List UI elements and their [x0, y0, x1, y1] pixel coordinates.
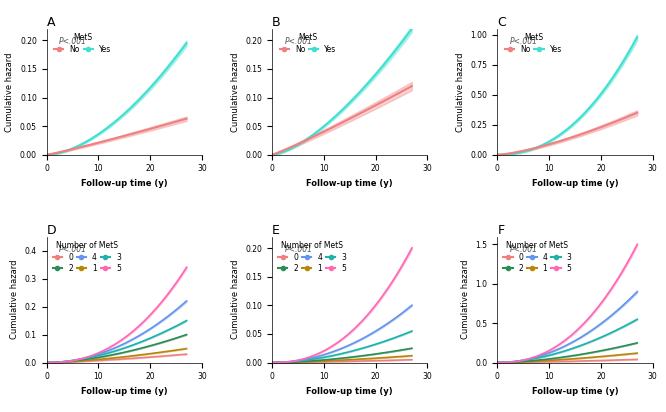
X-axis label: Follow-up time (y): Follow-up time (y): [531, 179, 618, 188]
Y-axis label: Cumulative hazard: Cumulative hazard: [230, 260, 240, 339]
Legend: No, Yes: No, Yes: [276, 30, 340, 57]
Text: A: A: [47, 16, 55, 29]
Text: P<.001: P<.001: [284, 37, 312, 46]
X-axis label: Follow-up time (y): Follow-up time (y): [531, 387, 618, 396]
Text: E: E: [272, 224, 280, 236]
Y-axis label: Cumulative hazard: Cumulative hazard: [230, 52, 240, 131]
X-axis label: Follow-up time (y): Follow-up time (y): [81, 179, 168, 188]
Y-axis label: Cumulative hazard: Cumulative hazard: [456, 52, 465, 131]
Text: B: B: [272, 16, 280, 29]
Text: P<.001: P<.001: [59, 245, 87, 254]
Text: P<.001: P<.001: [509, 245, 537, 254]
X-axis label: Follow-up time (y): Follow-up time (y): [306, 179, 393, 188]
Text: F: F: [498, 224, 504, 236]
Text: C: C: [498, 16, 506, 29]
Y-axis label: Cumulative hazard: Cumulative hazard: [5, 52, 15, 131]
Legend: 0, 2, 4, 1, 3, 5: 0, 2, 4, 1, 3, 5: [275, 238, 349, 276]
Text: P<.001: P<.001: [284, 245, 312, 254]
X-axis label: Follow-up time (y): Follow-up time (y): [81, 387, 168, 396]
X-axis label: Follow-up time (y): Follow-up time (y): [306, 387, 393, 396]
Legend: No, Yes: No, Yes: [51, 30, 115, 57]
Text: P<.001: P<.001: [509, 37, 537, 46]
Y-axis label: Cumulative hazard: Cumulative hazard: [10, 260, 19, 339]
Text: P<.001: P<.001: [59, 37, 87, 46]
Text: D: D: [47, 224, 56, 236]
Legend: 0, 2, 4, 1, 3, 5: 0, 2, 4, 1, 3, 5: [50, 238, 124, 276]
Legend: 0, 2, 4, 1, 3, 5: 0, 2, 4, 1, 3, 5: [500, 238, 575, 276]
Y-axis label: Cumulative hazard: Cumulative hazard: [461, 260, 470, 339]
Legend: No, Yes: No, Yes: [502, 30, 565, 57]
